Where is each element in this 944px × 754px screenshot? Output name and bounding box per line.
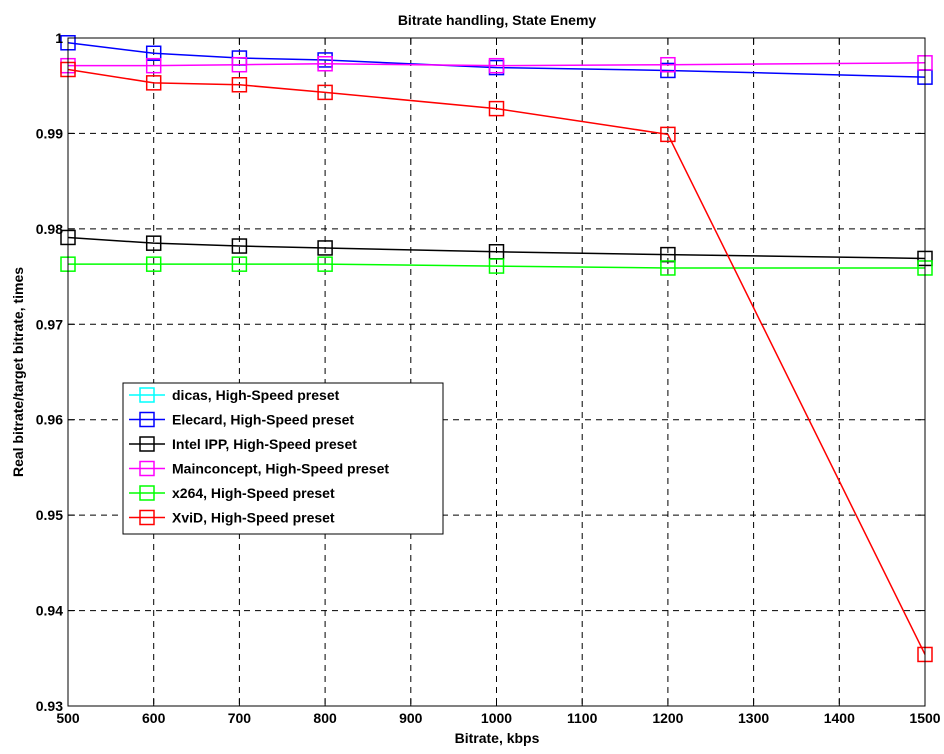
y-tick-label: 1 [55, 30, 63, 46]
x-tick-label: 700 [228, 710, 252, 726]
data-point-marker [488, 100, 505, 117]
data-point-marker [231, 77, 248, 93]
data-point-marker [660, 260, 676, 276]
x-tick-label: 1100 [567, 710, 598, 726]
legend-box [122, 382, 444, 535]
x-tick-label: 500 [56, 710, 80, 726]
y-tick-label: 0.97 [36, 316, 63, 332]
x-tick-label: 900 [399, 710, 423, 726]
legend-marker [139, 411, 155, 428]
data-point-marker [317, 84, 333, 101]
data-point-marker [231, 56, 248, 73]
chart-title: Bitrate handling, State Enemy [398, 12, 597, 28]
data-point-marker [488, 258, 505, 274]
x-axis-title: Bitrate, kbps [455, 730, 540, 746]
legend-marker [139, 509, 155, 526]
grid [68, 38, 925, 706]
data-point-marker [145, 75, 162, 91]
tick-labels: 500 600 700 800 900 1000 1100 1200 1300 1400 1500 0… [36, 30, 941, 726]
legend-item: Mainconcept, High-Speed preset [129, 461, 389, 477]
y-axis-title: Real bitrate/target bitrate, times [10, 267, 26, 477]
x-tick-label: 1200 [652, 710, 683, 726]
legend-label: Mainconcept, High-Speed preset [172, 461, 389, 477]
legend-marker [139, 485, 155, 501]
data-point-marker [145, 45, 162, 62]
legend-item: Elecard, High-Speed preset [129, 412, 354, 428]
y-tick-label: 0.99 [36, 125, 63, 141]
legend-item: XviD, High-Speed preset [129, 510, 335, 526]
series-line [68, 62, 926, 67]
x-tick-label: 1300 [738, 710, 769, 726]
series-layer [60, 35, 933, 663]
legend-item: Intel IPP, High-Speed preset [129, 436, 357, 452]
data-point-marker [317, 56, 333, 72]
data-point-marker [145, 256, 162, 272]
series-line [67, 236, 926, 260]
data-point-marker [660, 56, 676, 73]
data-point-marker [660, 126, 676, 143]
data-point-marker [231, 238, 248, 254]
legend-item: dicas, High-Speed preset [129, 387, 340, 403]
series-line [67, 68, 926, 655]
data-point-marker [145, 57, 162, 74]
data-point-marker [145, 235, 162, 251]
legend-item: x264, High-Speed preset [129, 485, 335, 501]
x-tick-label: 800 [313, 710, 337, 726]
y-tick-label: 0.98 [36, 221, 63, 237]
legend-marker [139, 436, 155, 452]
y-tick-label: 0.93 [36, 698, 63, 714]
y-tick-label: 0.96 [36, 412, 63, 428]
legend-label: x264, High-Speed preset [172, 485, 335, 501]
x-tick-label: 1000 [481, 710, 512, 726]
legend-marker [139, 460, 155, 477]
data-point-marker [231, 256, 248, 272]
y-tick-label: 0.94 [36, 603, 63, 619]
series-line [67, 42, 926, 78]
data-point-marker [317, 256, 333, 272]
x-tick-label: 600 [142, 710, 166, 726]
data-point-marker [488, 57, 505, 74]
series-line [68, 263, 925, 269]
legend: dicas, High-Speed preset Elecard, High-Sp… [122, 382, 444, 535]
legend-label: XviD, High-Speed preset [172, 510, 335, 526]
data-point-marker [317, 240, 333, 256]
y-tick-label: 0.95 [36, 507, 63, 523]
legend-label: Elecard, High-Speed preset [172, 412, 354, 428]
legend-label: Intel IPP, High-Speed preset [172, 436, 357, 452]
x-tick-label: 1500 [909, 710, 940, 726]
legend-label: dicas, High-Speed preset [172, 387, 340, 403]
legend-marker [139, 387, 155, 403]
x-tick-label: 1400 [824, 710, 855, 726]
